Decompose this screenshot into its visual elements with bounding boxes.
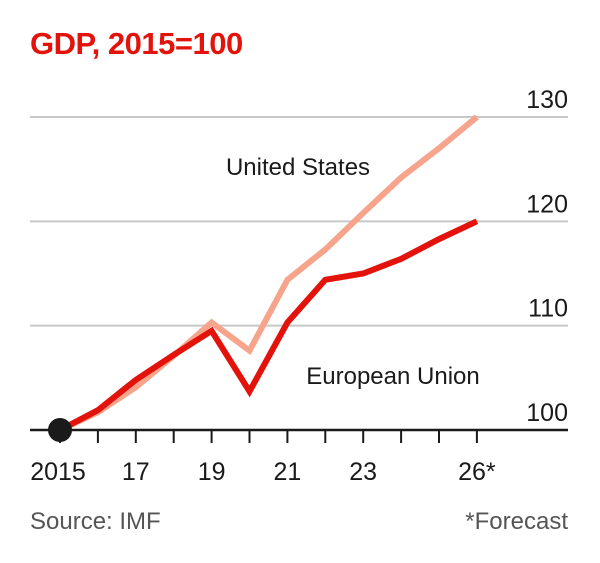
x-tick-label: 2015 [30, 458, 86, 486]
series-label-eu: European Union [306, 363, 479, 390]
x-tick-label: 17 [122, 458, 150, 486]
start-marker [48, 418, 72, 442]
series-line-us [58, 114, 479, 433]
series-label-us: United States [226, 154, 370, 181]
y-tick-label: 130 [526, 86, 568, 114]
x-tick-label: 23 [349, 458, 377, 486]
source-note: Source: IMF [30, 508, 161, 535]
forecast-note: *Forecast [465, 508, 568, 535]
series-line-eu [58, 218, 479, 433]
y-tick-label: 110 [528, 295, 568, 323]
y-tick-label: 120 [526, 190, 568, 218]
chart-title: GDP, 2015=100 [30, 26, 243, 61]
y-tick-label: 100 [526, 399, 568, 427]
x-tick-label: 19 [198, 458, 226, 486]
x-tick-label: 26* [458, 458, 496, 486]
x-tick-label: 21 [273, 458, 301, 486]
